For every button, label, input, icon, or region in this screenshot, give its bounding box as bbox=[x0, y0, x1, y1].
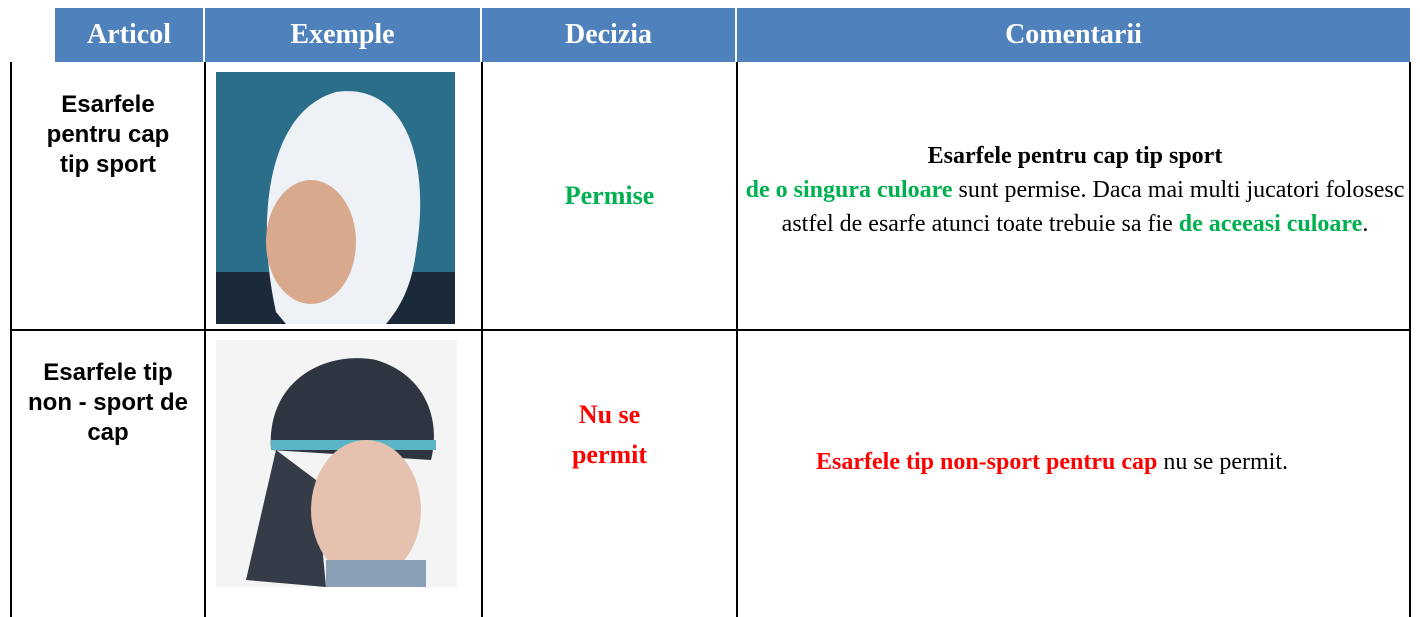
comment-text: . bbox=[1362, 211, 1369, 237]
border bbox=[481, 62, 483, 617]
header-cell: Exemple bbox=[205, 8, 482, 62]
header-cell: Comentarii bbox=[737, 8, 1410, 62]
border bbox=[1409, 62, 1411, 617]
decision: Nu se permit bbox=[571, 400, 648, 469]
border bbox=[10, 62, 12, 617]
decision: Permise bbox=[564, 180, 655, 210]
example-image bbox=[216, 72, 455, 324]
article: Esarfele tip non - sport de cap bbox=[28, 359, 188, 446]
comment: Esarfele tip non-sport pentru cap nu se … bbox=[816, 445, 1376, 479]
header-cell: Articol bbox=[55, 8, 205, 62]
border bbox=[10, 329, 1411, 331]
comment-highlight: de aceeasi culoare bbox=[1178, 211, 1363, 237]
border bbox=[204, 62, 206, 617]
header-cell: Decizia bbox=[482, 8, 737, 62]
comment: Esarfele pentru cap tip sport de o singu… bbox=[745, 139, 1405, 241]
comment-highlight: Esarfele tip non-sport pentru cap bbox=[816, 449, 1158, 475]
comment-text: nu se permit. bbox=[1157, 449, 1288, 475]
comment-text: sunt permise. Daca mai multi jucatori fo… bbox=[781, 177, 1405, 237]
comment-highlight: de o singura culoare bbox=[745, 177, 953, 203]
comment-title: Esarfele pentru cap tip sport bbox=[927, 143, 1223, 169]
example-image bbox=[216, 340, 457, 587]
border bbox=[736, 62, 738, 617]
article: Esarfele pentru cap tip sport bbox=[46, 91, 170, 178]
